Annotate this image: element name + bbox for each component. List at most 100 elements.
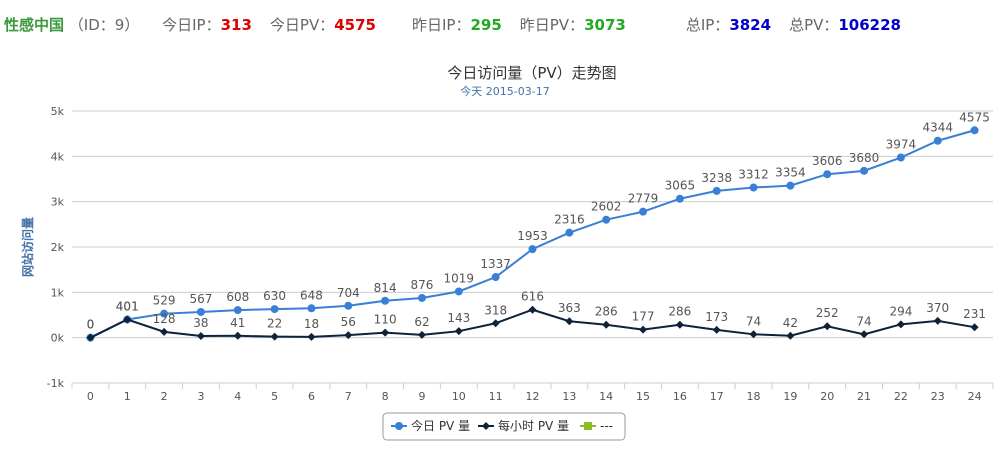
point xyxy=(454,327,463,336)
site-id: （ID：9） xyxy=(68,16,140,34)
x-tick-label: 4 xyxy=(234,390,241,403)
stat-value: 313 xyxy=(220,16,252,34)
data-label: 4344 xyxy=(922,121,953,135)
point xyxy=(528,305,537,314)
data-label: 42 xyxy=(783,316,798,330)
point xyxy=(344,301,353,310)
data-label: 0 xyxy=(87,318,95,332)
point xyxy=(675,194,684,203)
legend-marker xyxy=(482,422,490,430)
legend-label: --- xyxy=(600,419,613,433)
data-label: 3354 xyxy=(775,166,806,180)
x-tick-label: 20 xyxy=(820,390,834,403)
data-label: 22 xyxy=(267,317,282,331)
point xyxy=(860,166,869,175)
x-tick-label: 2 xyxy=(161,390,168,403)
data-label: 3680 xyxy=(849,151,880,165)
data-label: 0 xyxy=(87,318,95,332)
point xyxy=(860,330,869,339)
point xyxy=(970,126,979,135)
point xyxy=(381,296,390,305)
point xyxy=(639,325,648,334)
data-label: 814 xyxy=(374,281,397,295)
stat-value: 3824 xyxy=(729,16,772,34)
point xyxy=(160,327,169,336)
point xyxy=(528,245,537,254)
chart-subtitle: 今天 2015-03-17 xyxy=(460,84,549,98)
point xyxy=(491,319,500,328)
data-label: 128 xyxy=(153,312,176,326)
data-label: 1953 xyxy=(517,229,548,243)
x-tick-label: 6 xyxy=(308,390,315,403)
data-label: 286 xyxy=(595,305,618,319)
stat-value: 4575 xyxy=(334,16,376,34)
data-label: 1019 xyxy=(444,271,475,285)
legend-label: 今日 PV 量 xyxy=(411,418,470,433)
x-tick-label: 7 xyxy=(345,390,352,403)
y-tick-label: 0k xyxy=(51,332,65,345)
point xyxy=(196,307,205,316)
point xyxy=(786,181,795,190)
data-label: 2602 xyxy=(591,200,622,214)
x-tick-label: 21 xyxy=(857,390,871,403)
stat-label: 总IP： xyxy=(685,16,730,34)
point xyxy=(565,228,574,237)
data-label: 173 xyxy=(705,310,728,324)
point xyxy=(602,215,611,224)
y-tick-label: 4k xyxy=(51,150,65,163)
legend-marker xyxy=(584,422,592,430)
point xyxy=(233,331,242,340)
x-tick-label: 22 xyxy=(894,390,908,403)
data-label: 3974 xyxy=(886,138,917,152)
data-label: 876 xyxy=(411,278,434,292)
data-label: 252 xyxy=(816,306,839,320)
data-label: 401 xyxy=(116,299,139,313)
point xyxy=(712,325,721,334)
data-label: 18 xyxy=(304,317,319,331)
data-label: 143 xyxy=(447,311,470,325)
point xyxy=(602,320,611,329)
legend-marker xyxy=(395,422,403,430)
point xyxy=(786,331,795,340)
point xyxy=(344,331,353,340)
data-label: 56 xyxy=(341,315,356,329)
point xyxy=(307,332,316,341)
data-label: 3312 xyxy=(738,168,769,182)
x-tick-label: 13 xyxy=(562,390,576,403)
y-tick-label: 1k xyxy=(51,286,65,299)
stat-label: 今日IP： xyxy=(162,16,221,34)
point xyxy=(417,330,426,339)
point xyxy=(381,328,390,337)
x-tick-label: 18 xyxy=(747,390,761,403)
x-tick-label: 0 xyxy=(87,390,94,403)
x-tick-label: 19 xyxy=(783,390,797,403)
series-line xyxy=(89,308,975,339)
point xyxy=(417,293,426,302)
x-tick-label: 3 xyxy=(197,390,204,403)
data-label: 177 xyxy=(632,310,655,324)
point xyxy=(86,333,95,342)
point xyxy=(160,309,169,318)
stat-label: 总PV： xyxy=(789,16,839,34)
data-label: 62 xyxy=(414,315,429,329)
data-label: 401 xyxy=(116,299,139,313)
data-label: 567 xyxy=(189,292,212,306)
data-label: 286 xyxy=(668,305,691,319)
point xyxy=(749,183,758,192)
x-tick-label: 14 xyxy=(599,390,613,403)
x-tick-label: 16 xyxy=(673,390,687,403)
stat-value: 295 xyxy=(470,16,502,34)
data-label: 2779 xyxy=(628,192,659,206)
point xyxy=(196,331,205,340)
data-label: 231 xyxy=(963,307,986,321)
data-label: 529 xyxy=(153,294,176,308)
point xyxy=(491,273,500,282)
stat-label: 昨日IP： xyxy=(411,16,471,34)
data-label: 41 xyxy=(230,316,245,330)
data-label: 608 xyxy=(226,290,249,304)
y-tick-label: -1k xyxy=(47,377,65,390)
x-tick-label: 5 xyxy=(271,390,278,403)
y-tick-label: 3k xyxy=(51,196,65,209)
